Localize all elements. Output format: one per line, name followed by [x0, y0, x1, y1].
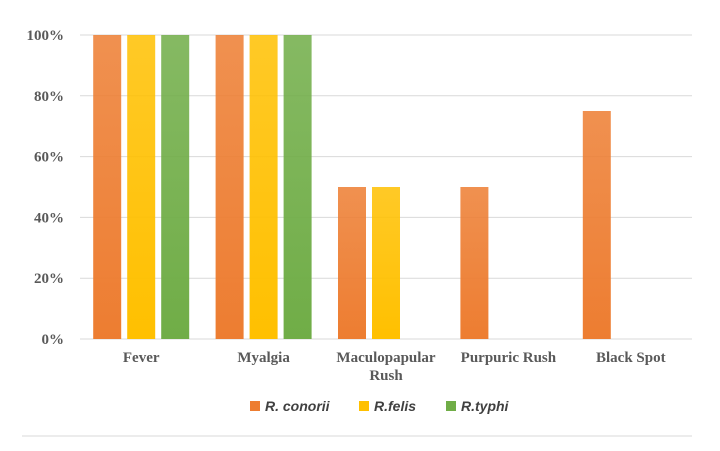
y-tick-label: 100%	[27, 28, 65, 44]
bar-0-2	[161, 35, 190, 339]
y-tick-label: 40%	[34, 210, 64, 226]
bar-2-0	[338, 187, 366, 339]
legend-label: R. conorii	[265, 398, 331, 414]
bar-2-1	[372, 187, 400, 339]
x-category-label: Myalgia	[237, 350, 290, 366]
legend-label: R.felis	[374, 398, 416, 414]
bars	[93, 35, 611, 339]
x-category-label: Fever	[123, 350, 160, 366]
bar-1-1	[249, 35, 278, 339]
x-category-label: Purpuric Rush	[461, 350, 557, 366]
legend-swatch	[359, 401, 369, 411]
legend: R. conorii R.felis R.typhi	[250, 398, 510, 414]
bar-1-0	[215, 35, 244, 339]
x-category-label: Rush	[369, 368, 403, 384]
bar-1-2	[283, 35, 312, 339]
y-tick-label: 20%	[34, 271, 64, 287]
x-axis-categories: Fever Myalgia Maculopapular Rush Purpuric Ru…	[123, 350, 666, 384]
x-category-label: Black Spot	[596, 350, 666, 366]
y-tick-label: 60%	[34, 150, 64, 166]
y-tick-label: 0%	[42, 332, 65, 348]
legend-swatch	[446, 401, 456, 411]
y-tick-label: 80%	[34, 89, 64, 105]
bar-0-0	[93, 35, 122, 339]
legend-swatch	[250, 401, 260, 411]
y-axis-ticks: 0% 20% 40% 60% 80% 100%	[27, 28, 65, 348]
legend-label: R.typhi	[461, 398, 510, 414]
x-category-label: Maculopapular	[336, 350, 436, 366]
bar-0-1	[127, 35, 156, 339]
bar-3-0	[460, 187, 489, 339]
bar-4-0	[582, 111, 611, 339]
